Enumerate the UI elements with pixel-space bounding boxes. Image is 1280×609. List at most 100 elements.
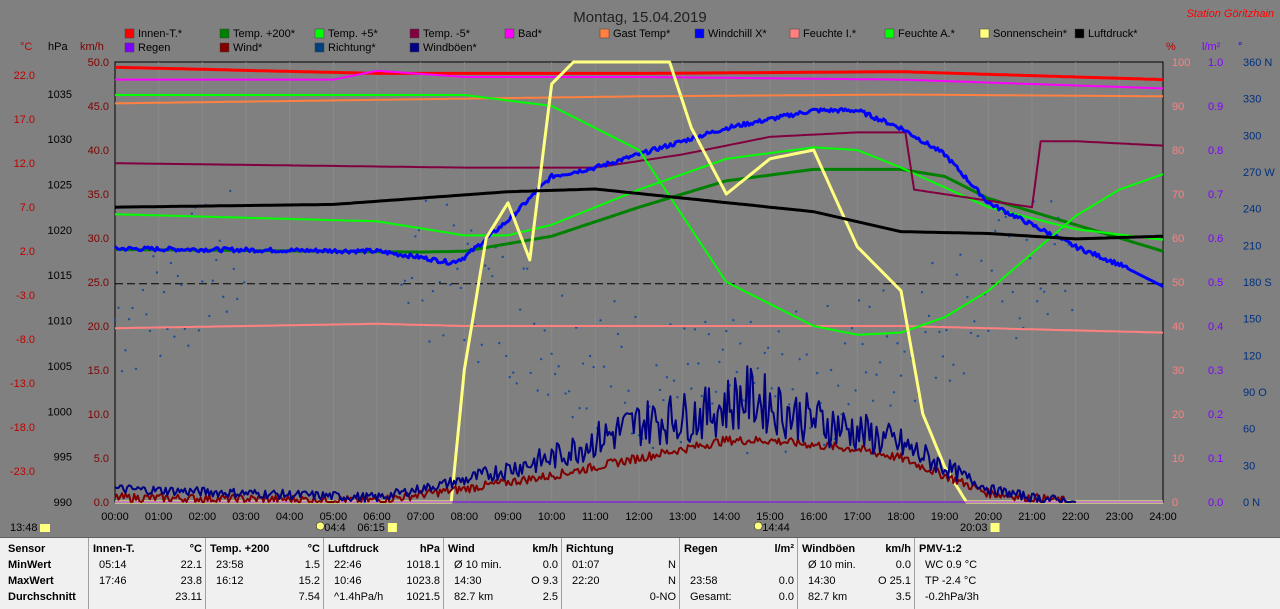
- time-tick: 23:00: [1106, 511, 1134, 523]
- deg-tick: 210: [1243, 240, 1261, 252]
- lm2-tick: 0.9: [1208, 101, 1223, 113]
- legend-swatch: [694, 28, 705, 39]
- temp200-max-value: 15.2: [298, 575, 320, 587]
- series-feuchte-a: [115, 94, 1164, 336]
- direction-dot: [236, 297, 239, 301]
- deg-tick: 90 O: [1243, 387, 1267, 399]
- legend-label: Wind*: [233, 42, 263, 54]
- direction-dot: [966, 295, 969, 299]
- time-tick: 11:00: [582, 511, 609, 523]
- weather-chart: 00:00 01:00 02:00 03:00 04:00 05:00 06:00 07:00…: [10, 8, 1275, 534]
- direction-dot: [609, 385, 613, 388]
- direction-dot: [424, 199, 428, 202]
- time-tick: 14:00: [713, 511, 741, 523]
- kmh-unit: km/h: [80, 41, 104, 53]
- pmv-min-time: WC 0.9 °C: [925, 559, 978, 571]
- direction-dot: [903, 350, 906, 353]
- direction-dot: [627, 389, 630, 392]
- direction-dot: [788, 403, 791, 406]
- hpa-tick: 1015: [48, 270, 72, 282]
- deg-tick: 180 S: [1243, 277, 1272, 289]
- direction-dot: [222, 295, 225, 299]
- direction-dot: [120, 369, 124, 373]
- legend-swatch: [504, 28, 515, 39]
- time-tick: 06:00: [363, 511, 391, 523]
- lm2-tick: 0.2: [1208, 409, 1223, 421]
- pct-tick: 70: [1172, 189, 1184, 201]
- celsius-tick: 12.0: [14, 158, 35, 170]
- series-luftdruck: [114, 187, 1164, 241]
- direction-dot: [714, 390, 718, 393]
- kmh-tick: 15.0: [88, 365, 109, 377]
- direction-dot: [777, 330, 780, 333]
- stats-column-temp200: Temp. +200 °C 23:58 1.5 16:12 15.2 7.54: [205, 538, 324, 609]
- direction-dot: [421, 299, 424, 302]
- kmh-tick: 20.0: [88, 321, 109, 333]
- direction-dot: [1011, 290, 1014, 294]
- lm2-tick: 0.4: [1208, 321, 1223, 333]
- boeen-min-time: Ø 10 min.: [808, 559, 856, 571]
- direction-dot: [1050, 200, 1053, 203]
- direction-dot: [501, 255, 504, 259]
- celsius-tick: -13.0: [10, 378, 35, 390]
- hpa-tick: 990: [54, 497, 72, 509]
- direction-dot: [410, 276, 414, 280]
- avg-label: Durchschnitt: [8, 591, 76, 603]
- wind-header: Wind: [448, 543, 475, 555]
- legend-swatch: [314, 28, 325, 39]
- direction-dot: [676, 395, 679, 399]
- direction-dot: [878, 361, 882, 364]
- direction-dot: [498, 341, 501, 345]
- direction-dot: [683, 327, 686, 330]
- direction-dot: [229, 189, 232, 193]
- direction-dot: [662, 398, 665, 402]
- lm2-tick: 0.6: [1208, 233, 1223, 245]
- pct-tick: 30: [1172, 365, 1184, 377]
- direction-dot: [546, 393, 550, 396]
- pmv-avg-time: -0.2hPa/3h: [925, 591, 979, 603]
- direction-dot: [592, 365, 595, 369]
- lm2-tick: 1.0: [1208, 57, 1223, 69]
- hpa-unit: hPa: [48, 41, 68, 53]
- wind-avg-time: 82.7 km: [454, 591, 494, 603]
- pct-tick: 0: [1172, 497, 1178, 509]
- direction-dot: [655, 364, 658, 367]
- direction-dot: [543, 329, 546, 332]
- direction-dot: [148, 329, 152, 333]
- innen-max-time: 17:46: [99, 575, 127, 587]
- direction-dot: [843, 342, 847, 345]
- pct-tick: 100: [1172, 57, 1190, 69]
- kmh-tick: 25.0: [88, 277, 109, 289]
- luft-header: Luftdruck: [328, 543, 379, 555]
- direction-dot: [571, 415, 574, 419]
- direction-dot: [208, 314, 211, 318]
- celsius-tick: 2.0: [20, 246, 35, 258]
- direction-dot: [463, 338, 466, 342]
- direction-dot: [1015, 336, 1018, 340]
- innen-max-value: 23.8: [180, 575, 202, 587]
- kmh-tick: 50.0: [88, 57, 109, 69]
- richtung-max-value: N: [668, 575, 676, 587]
- boeen-max-value: O 25.1: [877, 575, 911, 587]
- direction-dot: [456, 267, 459, 271]
- time-tick: 02:00: [189, 511, 217, 523]
- direction-dot: [449, 283, 452, 286]
- legend-swatch: [409, 42, 420, 53]
- legend-label: Temp. +200*: [233, 28, 296, 40]
- direction-dot: [952, 363, 955, 366]
- direction-dot: [124, 349, 127, 352]
- hpa-tick: 1030: [48, 134, 72, 146]
- direction-dot: [515, 382, 518, 385]
- wind-max-value: O 9.3: [531, 575, 558, 587]
- direction-dot: [1039, 287, 1042, 290]
- hpa-tick: 1010: [48, 316, 72, 328]
- regen-max-value: 0.0: [778, 575, 794, 587]
- direction-dot: [1053, 242, 1056, 246]
- moonset-time: 04:4: [324, 522, 345, 534]
- legend-label: Windchill X*: [708, 28, 767, 40]
- direction-dot: [557, 365, 560, 368]
- direction-dot: [225, 310, 228, 313]
- marker-left-time: 13:48: [10, 522, 38, 534]
- direction-dot: [973, 320, 976, 323]
- legend-swatch: [599, 28, 610, 39]
